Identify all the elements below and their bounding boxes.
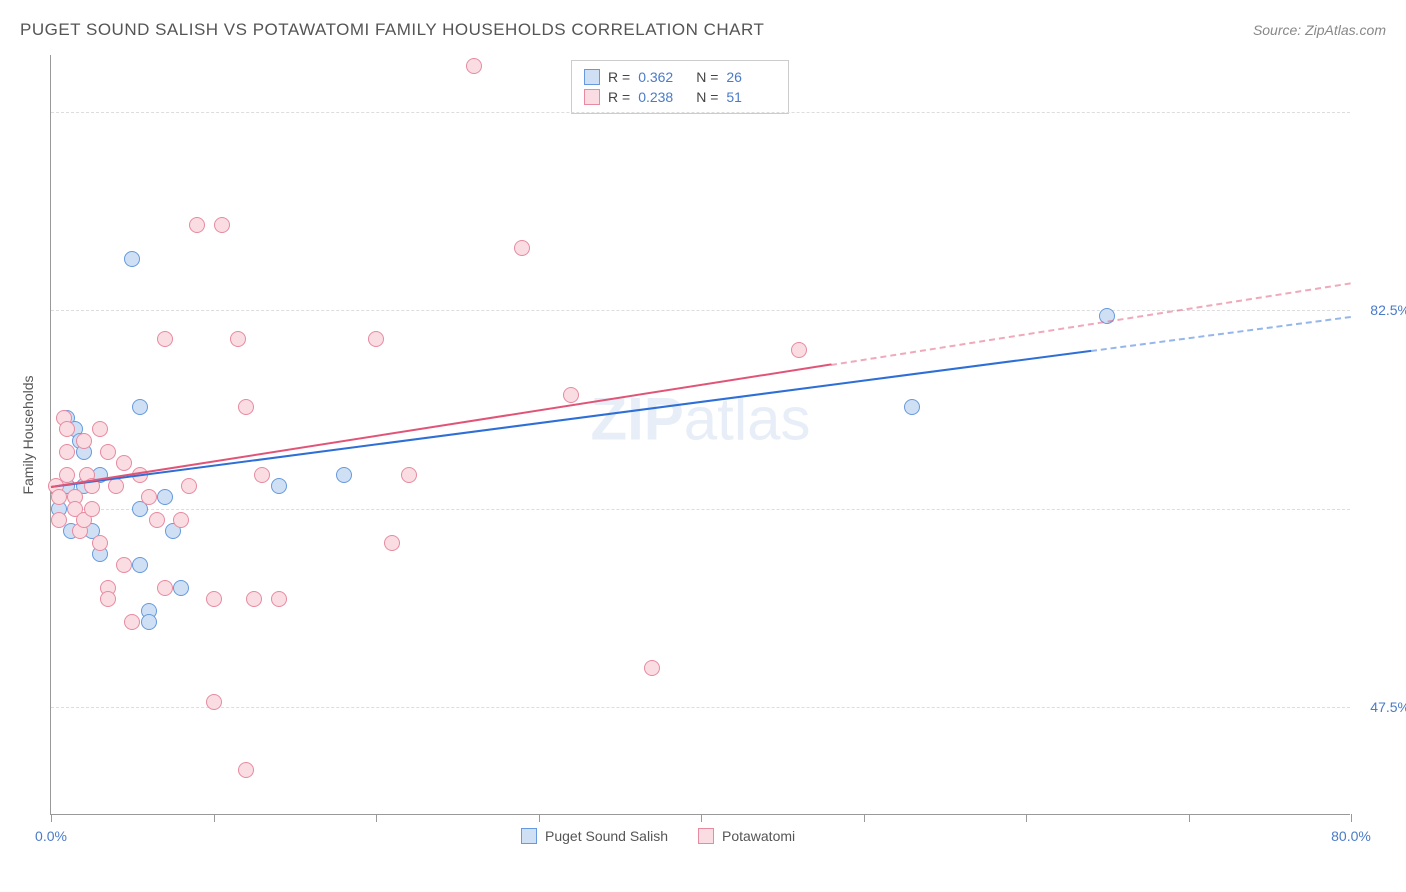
swatch-salish — [584, 69, 600, 85]
data-point-potawatomi — [271, 591, 287, 607]
data-point-salish — [141, 614, 157, 630]
data-point-potawatomi — [51, 512, 67, 528]
n-label: N = — [696, 89, 718, 105]
data-point-salish — [904, 399, 920, 415]
data-point-potawatomi — [230, 331, 246, 347]
x-tick-label: 80.0% — [1331, 828, 1371, 844]
data-point-potawatomi — [59, 444, 75, 460]
data-point-potawatomi — [246, 591, 262, 607]
data-point-potawatomi — [791, 342, 807, 358]
r-label: R = — [608, 89, 630, 105]
data-point-salish — [173, 580, 189, 596]
data-point-potawatomi — [214, 217, 230, 233]
data-point-salish — [132, 399, 148, 415]
x-tick — [1026, 814, 1027, 822]
legend-label-potawatomi: Potawatomi — [722, 828, 795, 844]
data-point-potawatomi — [100, 444, 116, 460]
data-point-potawatomi — [76, 433, 92, 449]
x-tick — [539, 814, 540, 822]
data-point-salish — [132, 557, 148, 573]
gridline — [51, 707, 1350, 708]
data-point-potawatomi — [157, 331, 173, 347]
gridline — [51, 310, 1350, 311]
chart-title: PUGET SOUND SALISH VS POTAWATOMI FAMILY … — [20, 20, 764, 40]
x-tick — [1189, 814, 1190, 822]
data-point-potawatomi — [206, 591, 222, 607]
stats-row-salish: R = 0.362 N = 26 — [584, 67, 776, 87]
x-tick — [376, 814, 377, 822]
data-point-salish — [157, 489, 173, 505]
x-tick-label: 0.0% — [35, 828, 67, 844]
data-point-potawatomi — [59, 421, 75, 437]
gridline — [51, 509, 1350, 510]
stats-legend: R = 0.362 N = 26 R = 0.238 N = 51 — [571, 60, 789, 114]
legend-item-salish: Puget Sound Salish — [521, 828, 668, 844]
legend-item-potawatomi: Potawatomi — [698, 828, 795, 844]
r-label: R = — [608, 69, 630, 85]
data-point-potawatomi — [100, 591, 116, 607]
data-point-potawatomi — [108, 478, 124, 494]
data-point-potawatomi — [189, 217, 205, 233]
swatch-salish-bottom — [521, 828, 537, 844]
plot-area: ZIPatlas R = 0.362 N = 26 R = 0.238 N = … — [50, 55, 1350, 815]
trendline — [831, 282, 1351, 366]
r-value-potawatomi: 0.238 — [638, 89, 688, 105]
data-point-potawatomi — [466, 58, 482, 74]
data-point-potawatomi — [401, 467, 417, 483]
data-point-potawatomi — [116, 557, 132, 573]
data-point-potawatomi — [51, 489, 67, 505]
data-point-potawatomi — [238, 399, 254, 415]
data-point-potawatomi — [116, 455, 132, 471]
x-tick — [1351, 814, 1352, 822]
n-value-potawatomi: 51 — [726, 89, 776, 105]
n-value-salish: 26 — [726, 69, 776, 85]
x-tick — [51, 814, 52, 822]
data-point-salish — [124, 251, 140, 267]
n-label: N = — [696, 69, 718, 85]
data-point-potawatomi — [84, 501, 100, 517]
legend-label-salish: Puget Sound Salish — [545, 828, 668, 844]
data-point-potawatomi — [181, 478, 197, 494]
chart-container: Family Households ZIPatlas R = 0.362 N =… — [50, 55, 1390, 850]
x-tick — [864, 814, 865, 822]
swatch-potawatomi — [584, 89, 600, 105]
source-credit: Source: ZipAtlas.com — [1253, 22, 1386, 38]
data-point-potawatomi — [238, 762, 254, 778]
swatch-potawatomi-bottom — [698, 828, 714, 844]
y-axis-label: Family Households — [20, 375, 36, 494]
gridline — [51, 112, 1350, 113]
stats-row-potawatomi: R = 0.238 N = 51 — [584, 87, 776, 107]
x-tick — [214, 814, 215, 822]
data-point-potawatomi — [141, 489, 157, 505]
y-tick-label: 82.5% — [1370, 302, 1406, 318]
data-point-potawatomi — [149, 512, 165, 528]
data-point-potawatomi — [254, 467, 270, 483]
data-point-potawatomi — [644, 660, 660, 676]
data-point-potawatomi — [368, 331, 384, 347]
bottom-legend: Puget Sound Salish Potawatomi — [521, 828, 795, 844]
data-point-potawatomi — [157, 580, 173, 596]
data-point-potawatomi — [384, 535, 400, 551]
data-point-potawatomi — [514, 240, 530, 256]
data-point-potawatomi — [59, 467, 75, 483]
data-point-potawatomi — [173, 512, 189, 528]
data-point-potawatomi — [206, 694, 222, 710]
data-point-potawatomi — [124, 614, 140, 630]
trendline — [1091, 316, 1351, 352]
data-point-potawatomi — [563, 387, 579, 403]
data-point-salish — [336, 467, 352, 483]
data-point-potawatomi — [92, 421, 108, 437]
x-tick — [701, 814, 702, 822]
r-value-salish: 0.362 — [638, 69, 688, 85]
data-point-salish — [271, 478, 287, 494]
trendline — [51, 364, 831, 488]
trendline — [51, 350, 1091, 488]
data-point-potawatomi — [92, 535, 108, 551]
y-tick-label: 47.5% — [1370, 699, 1406, 715]
